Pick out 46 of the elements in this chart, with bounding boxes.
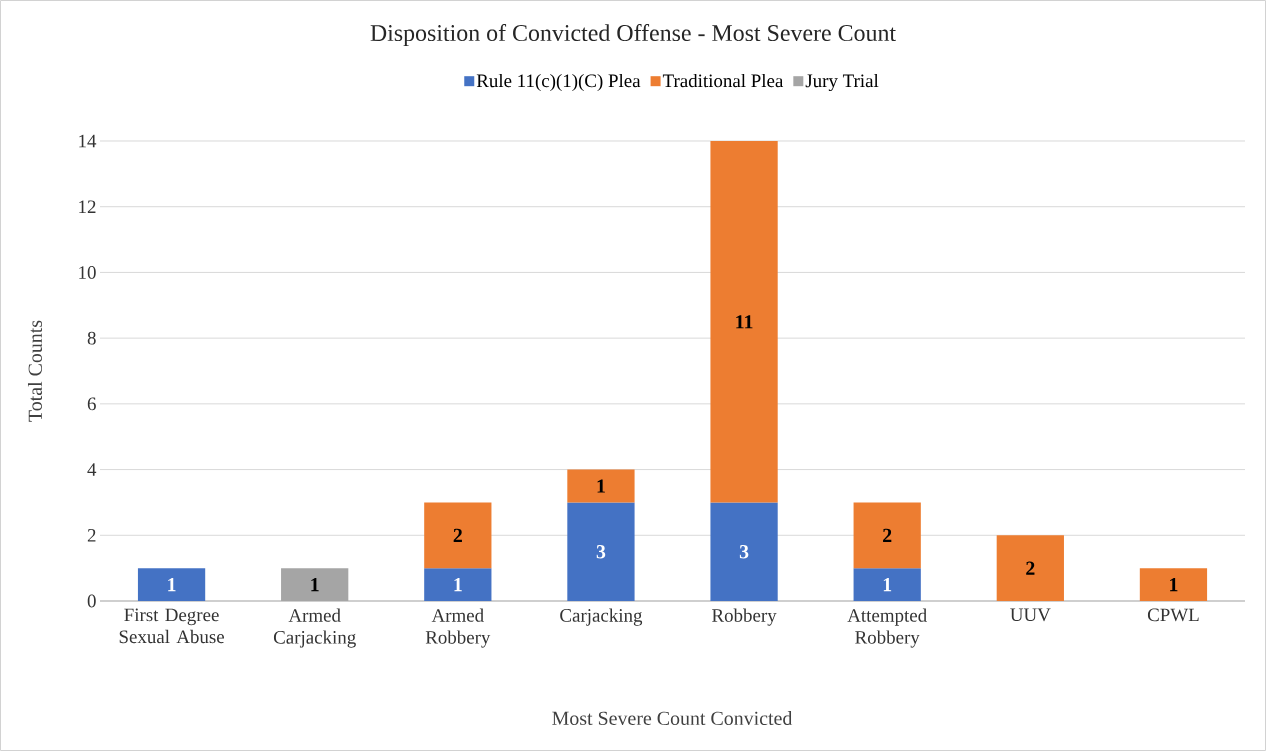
data-label: 1 bbox=[883, 577, 892, 592]
y-axis-title: Total Counts bbox=[27, 320, 42, 422]
data-label: 1 bbox=[454, 577, 462, 592]
bar bbox=[424, 568, 492, 601]
chart-title: Disposition of Convicted Offense - Most Severe Count bbox=[370, 24, 896, 46]
y-tick-label: 8 bbox=[87, 331, 96, 345]
data-label: 3 bbox=[596, 545, 606, 559]
x-tick-label: UUV bbox=[1010, 608, 1051, 622]
bar bbox=[137, 568, 206, 601]
data-label: 2 bbox=[883, 528, 892, 542]
x-axis-title: Most Severe Count Convicted bbox=[552, 710, 793, 725]
bar bbox=[567, 502, 635, 601]
legend-label: Rule 11(c)(1)(C) Plea bbox=[476, 73, 641, 92]
data-label: 1 bbox=[597, 479, 605, 493]
bar bbox=[853, 568, 921, 601]
data-label: 3 bbox=[739, 545, 749, 559]
x-tick-label: Armed Robbery bbox=[425, 608, 491, 648]
y-tick-label: 10 bbox=[79, 266, 96, 279]
bar bbox=[710, 140, 778, 503]
x-tick-label: Robbery bbox=[712, 608, 777, 626]
bar bbox=[424, 502, 492, 569]
y-tick-label: 6 bbox=[87, 397, 96, 411]
y-tick-label: 12 bbox=[79, 200, 96, 213]
x-tick-label: CPWL bbox=[1147, 608, 1199, 622]
y-tick-label: 2 bbox=[87, 529, 96, 542]
data-label: 2 bbox=[453, 528, 462, 542]
bar bbox=[996, 535, 1064, 601]
data-label: 1 bbox=[168, 577, 176, 592]
data-label: 1 bbox=[311, 577, 319, 592]
bar bbox=[853, 502, 921, 569]
x-tick-label: Carjacking bbox=[560, 608, 643, 626]
bar bbox=[281, 568, 349, 601]
bar bbox=[567, 469, 635, 503]
data-label: 2 bbox=[1026, 561, 1035, 575]
x-tick-label: First Degree Sexual Abuse bbox=[119, 608, 224, 644]
data-label: 1 bbox=[1170, 577, 1178, 592]
y-tick-label: 0 bbox=[87, 594, 96, 608]
data-label: 11 bbox=[736, 315, 753, 329]
y-tick-label: 4 bbox=[87, 463, 97, 476]
bar bbox=[1139, 568, 1208, 601]
x-tick-label: Armed Carjacking bbox=[273, 608, 356, 648]
x-tick-label: Attempted Robbery bbox=[847, 608, 927, 648]
bar bbox=[710, 502, 778, 601]
legend-label: Traditional Plea bbox=[662, 73, 784, 88]
legend-label: Jury Trial bbox=[805, 73, 879, 92]
y-tick-label: 14 bbox=[79, 134, 97, 148]
